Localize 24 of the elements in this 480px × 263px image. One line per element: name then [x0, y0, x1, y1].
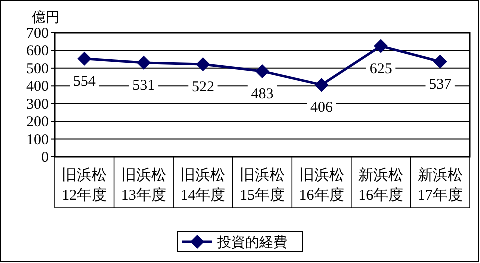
x-tick-label: 新浜松 16年度 [358, 167, 404, 204]
y-tick-label: 500 [26, 61, 49, 78]
data-label: 483 [251, 86, 274, 102]
y-tick-label: 300 [26, 96, 49, 113]
data-label: 554 [73, 74, 96, 90]
data-label: 531 [132, 78, 156, 94]
data-label: 625 [370, 61, 392, 78]
x-tick-label: 旧浜松 12年度 [62, 167, 108, 204]
y-tick-label: 700 [26, 26, 49, 42]
y-tick-label: 600 [26, 44, 49, 60]
y-axis-title: 億円 [32, 10, 60, 26]
data-label: 537 [429, 76, 452, 93]
data-label: 522 [192, 80, 214, 96]
legend-label: 投資的経費 [216, 235, 288, 251]
y-tick-label: 400 [26, 79, 49, 96]
data-label: 406 [310, 100, 334, 116]
y-tick-label: 200 [26, 114, 49, 131]
x-tick-label: 新浜松 17年度 [418, 167, 463, 204]
x-tick-label: 旧浜松 14年度 [180, 167, 226, 204]
x-tick-label: 旧浜松 15年度 [240, 167, 285, 204]
x-tick-label: 旧浜松 13年度 [121, 167, 166, 204]
x-tick-label: 旧浜松 16年度 [299, 167, 344, 204]
y-tick-label: 0 [42, 150, 49, 166]
y-tick-label: 100 [26, 132, 49, 148]
